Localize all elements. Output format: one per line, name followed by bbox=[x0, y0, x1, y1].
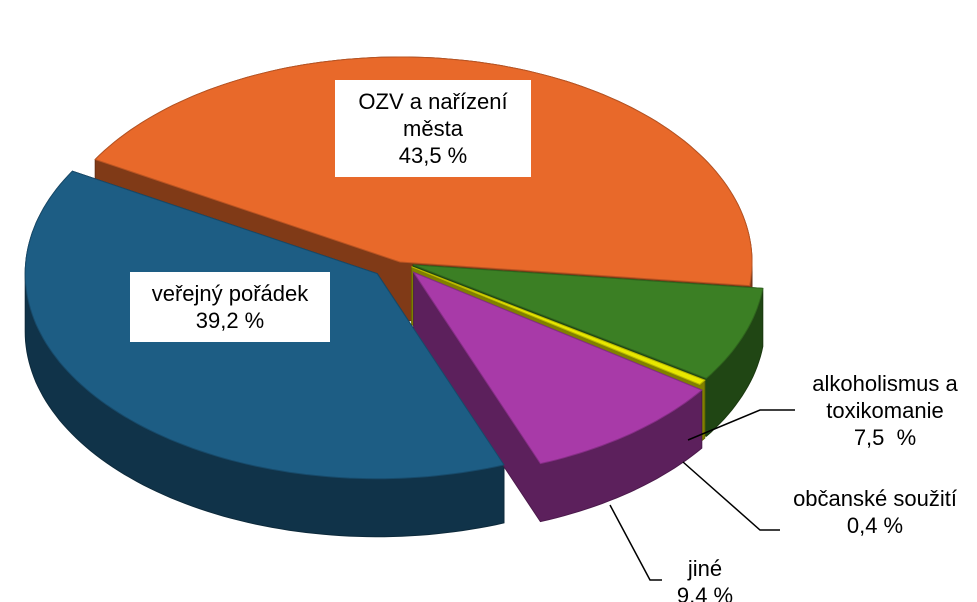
data-label: veřejný pořádek 39,2 % bbox=[130, 272, 330, 342]
slice bbox=[412, 264, 764, 379]
slice bbox=[411, 266, 706, 385]
value-label: 9,4 % bbox=[676, 583, 734, 602]
leader-line bbox=[687, 409, 795, 441]
value-label: 0,4 % bbox=[846, 513, 904, 538]
leader-line bbox=[609, 504, 662, 581]
category-label: občanské soužití bbox=[793, 486, 957, 511]
category-label: veřejný pořádek bbox=[151, 281, 309, 306]
category-label: alkoholismus a toxikomanie bbox=[812, 371, 958, 423]
data-label: alkoholismus a toxikomanie 7,5 % bbox=[800, 370, 970, 451]
slice bbox=[412, 271, 703, 465]
data-label: OZV a nařízení města 43,5 % bbox=[335, 80, 531, 177]
data-label: občanské soužití 0,4 % bbox=[785, 485, 965, 539]
leader-line bbox=[682, 461, 780, 531]
value-label: 7,5 % bbox=[853, 425, 917, 450]
category-label: OZV a nařízení města bbox=[358, 89, 508, 141]
category-label: jiné bbox=[687, 556, 723, 581]
value-label: 39,2 % bbox=[195, 308, 265, 333]
value-label: 43,5 % bbox=[398, 143, 468, 168]
data-label: jiné 9,4 % bbox=[660, 555, 750, 602]
